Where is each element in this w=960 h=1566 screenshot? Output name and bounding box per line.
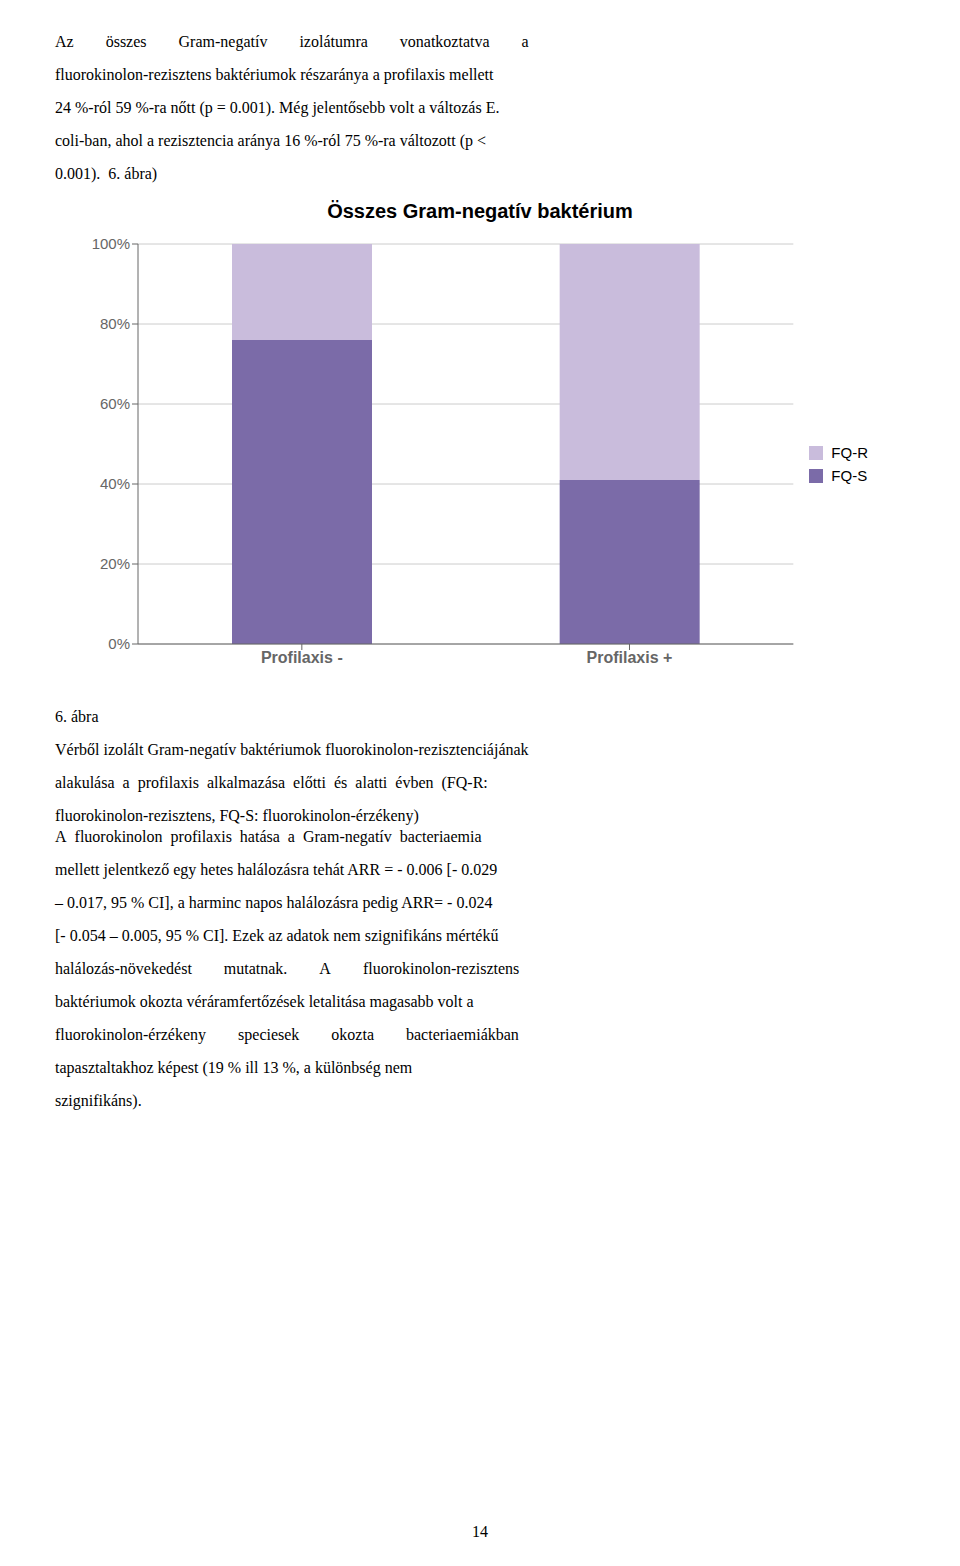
html-text:24 %-ról 59 %-ra nőtt (p = 0.0: 24 %-ról 59 %-ra nőtt (p = 0.001). Még j… [55,99,500,116]
html-text:14: 14 [472,1523,488,1540]
html-text:coli-ban, ahol a rezisztencia: coli-ban, ahol a rezisztencia aránya 16 … [55,132,487,149]
svg-text:0%: 0% [108,635,130,652]
html-text:– 0.017, 95 % CI], a harminc n: – 0.017, 95 % CI], a harminc napos halál… [55,894,493,911]
html-text:halálozás-növekedést mutatnak.: halálozás-növekedést mutatnak. A fluorok… [55,960,520,977]
html-text:6. ábra: 6. ábra [55,708,99,725]
html-text:alakulása a profilaxis alkalma: alakulása a profilaxis alkalmazása előtt… [55,774,488,791]
html-text:A fluorokinolon profilaxis hat: A fluorokinolon profilaxis hatása a Gram… [55,828,482,845]
html-text:szignifikáns).: szignifikáns). [55,1092,142,1109]
svg-text:20%: 20% [100,555,130,572]
svg-text:100%: 100% [92,235,130,252]
html-text:tapasztaltakhoz képest (19 % i: tapasztaltakhoz képest (19 % ill 13 %, a… [55,1059,413,1076]
html-text:fluorokinolon-rezisztens, FQ-S: fluorokinolon-rezisztens, FQ-S: fluoroki… [55,807,419,824]
svg-text:Profilaxis +: Profilaxis + [587,649,673,666]
html-text:FQ-R: FQ-R [831,444,868,461]
html-text:baktériumok okozta véráramfert: baktériumok okozta véráramfertőzések let… [55,993,474,1010]
html-text:Az összes Gram-negatív izolátu: Az összes Gram-negatív izolátumra vonatk… [55,33,529,50]
html-text:fluorokinolon-rezisztens bakté: fluorokinolon-rezisztens baktériumok rés… [55,66,494,83]
html-text:Összes Gram-negatív baktérium: Összes Gram-negatív baktérium [327,200,633,222]
html-text:[- 0.054 – 0.005, 95 % CI]. Ez: [- 0.054 – 0.005, 95 % CI]. Ezek az adat… [55,927,499,944]
html-text:mellett jelentkező egy hetes h: mellett jelentkező egy hetes halálozásra… [55,861,498,878]
svg-text:80%: 80% [100,315,130,332]
svg-text:40%: 40% [100,475,130,492]
html-text:Vérből izolált Gram-negatív ba: Vérből izolált Gram-negatív baktériumok … [55,741,529,758]
html-text:FQ-S: FQ-S [831,467,868,484]
html-text:fluorokinolon-érzékeny species: fluorokinolon-érzékeny speciesek okozta … [55,1026,519,1043]
html-text:0.001). 6. ábra): 0.001). 6. ábra) [55,165,158,182]
svg-text:Profilaxis -: Profilaxis - [261,649,343,666]
svg-text:60%: 60% [100,395,130,412]
